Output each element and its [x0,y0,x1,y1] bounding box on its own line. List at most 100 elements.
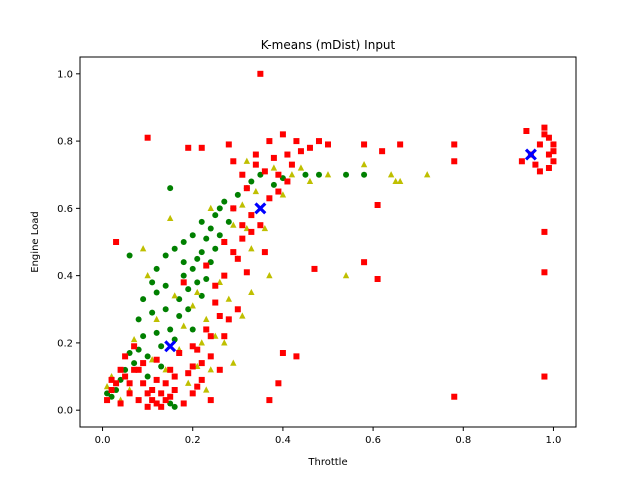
data-point-square [144,134,151,141]
data-point-square [162,397,169,404]
data-point-circle [194,255,201,262]
data-point-square [212,299,219,306]
data-point-triangle [248,245,255,252]
data-point-circle [140,296,147,303]
data-point-square [239,235,246,242]
data-point-square [252,151,259,158]
data-point-circle [144,373,151,380]
data-point-square [275,380,282,387]
data-point-circle [203,235,210,242]
data-point-square [325,141,331,148]
data-point-circle [126,252,133,259]
data-point-square [185,370,192,377]
x-tick-label: 0.4 [275,435,291,446]
data-point-triangle [207,366,214,373]
data-point-square [239,222,246,229]
centroid-marker [254,202,267,215]
data-point-square [131,343,138,350]
data-point-square [207,353,214,360]
data-point-square [257,70,264,77]
data-point-circle [176,313,183,319]
data-point-square [279,350,286,356]
data-point-triangle [221,339,228,346]
y-axis-label: Engine Load [30,211,41,272]
data-point-circle [153,329,160,336]
data-point-circle [198,292,205,299]
data-point-square [131,366,138,373]
data-point-square [266,195,273,202]
data-point-square [248,228,255,235]
y-tick-label: 0.4 [57,271,73,282]
data-point-triangle [306,177,314,185]
data-point-square [180,279,187,286]
data-point-square [153,356,160,363]
data-point-triangle [248,288,255,296]
data-point-square [266,397,273,404]
data-point-triangle [424,171,431,178]
data-point-triangle [387,171,395,178]
data-point-square [270,154,277,161]
data-point-square [176,350,183,356]
data-point-circle [135,316,142,323]
data-point-triangle [230,221,237,228]
data-point-square [374,202,381,208]
data-point-triangle [342,272,350,279]
data-point-square [374,276,381,282]
data-point-circle [189,326,196,333]
data-point-square [230,158,237,165]
data-point-square [550,148,557,155]
data-point-square [185,144,192,151]
data-point-triangle [396,177,404,185]
data-point-square [171,387,178,393]
data-point-square [180,400,187,407]
data-point-square [293,353,300,360]
data-point-square [207,333,214,340]
data-point-triangle [279,191,287,198]
data-point-square [230,205,237,212]
plot-frame [79,56,577,428]
data-point-circle [144,353,151,360]
data-point-square [257,222,264,229]
data-point-square [550,158,557,165]
data-point-square [135,366,142,373]
data-point-circle [153,265,160,272]
data-point-square [207,397,214,404]
data-point-circle [108,393,115,400]
data-point-square [153,376,160,383]
data-point-square [261,249,268,256]
data-point-square [266,138,273,145]
data-point-circle [185,306,192,313]
data-point-square [122,373,129,380]
data-point-square [221,272,228,279]
x-axis-label: Throttle [307,457,347,468]
data-point-circle [315,171,322,178]
x-tick-label: 0.0 [95,435,111,446]
data-point-square [225,141,232,148]
data-point-square [108,387,115,393]
data-point-circle [212,212,219,219]
data-point-triangle [239,312,246,319]
data-point-square [541,373,548,380]
data-point-circle [203,276,210,282]
data-point-triangle [185,379,192,386]
data-point-circle [140,333,147,340]
data-point-square [216,313,223,319]
data-point-triangle [139,245,147,252]
data-point-square [113,239,120,245]
data-point-square [541,269,548,276]
data-point-triangle [225,295,232,302]
data-point-square [225,316,232,323]
data-point-square [545,134,552,141]
data-point-triangle [144,272,151,279]
data-point-square [234,255,241,262]
data-point-square [189,363,196,370]
data-point-triangle [288,171,296,178]
data-point-triangle [207,204,214,211]
data-point-square [397,141,404,148]
data-point-square [117,366,124,373]
data-point-square [248,212,255,219]
centroid-marker [524,148,537,161]
data-point-square [275,188,282,195]
data-point-circle [122,366,129,373]
data-point-circle [207,225,214,232]
